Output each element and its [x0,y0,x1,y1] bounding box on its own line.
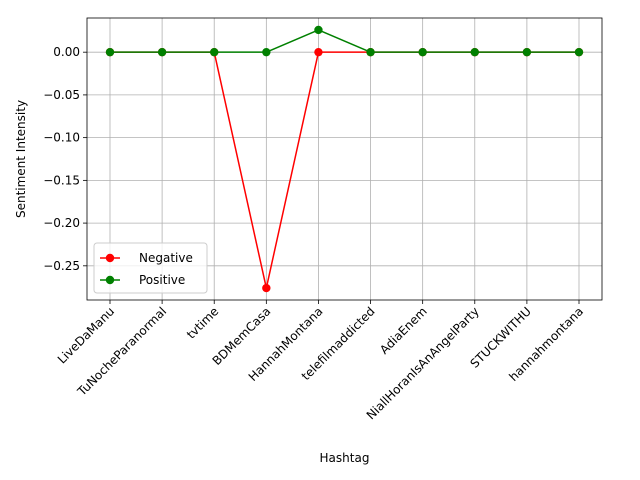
legend-box [93,242,208,294]
x-tick-label: AdiaEnem [377,304,430,357]
y-tick-label: −0.05 [43,88,80,102]
data-point-positive [314,25,323,35]
data-point-positive [157,47,167,57]
series-positive [105,25,584,57]
legend-marker-negative [105,253,115,263]
legend-items: Negative Positive [100,251,193,287]
y-axis-ticks: 0.00 −0.05 −0.10 −0.15 −0.20 −0.25 [43,45,87,273]
data-point-positive [418,47,427,57]
legend: Negative Positive [93,242,208,294]
y-tick-label: −0.10 [43,131,80,145]
y-tick-label: −0.25 [43,259,80,273]
data-point-positive [470,47,479,57]
series-lines [105,25,584,293]
data-point-negative [262,283,271,293]
data-point-positive [262,47,271,57]
y-tick-label: −0.20 [43,216,80,230]
legend-label-negative: Negative [139,251,193,265]
series-line-positive [110,29,579,53]
data-point-positive [522,47,532,57]
x-tick-label: NiallHoranIsAnAngelParty [364,304,482,422]
data-point-negative [314,47,323,57]
x-tick-label: tvtime [184,304,221,341]
data-point-positive [210,47,219,57]
data-point-positive [574,47,584,57]
y-tick-label: 0.00 [53,45,80,59]
data-point-positive [105,47,115,57]
data-point-positive [366,47,375,57]
x-tick-label: TuNocheParanormal [74,304,169,399]
x-axis-label: Hashtag [320,451,370,465]
legend-label-positive: Positive [139,273,185,287]
y-tick-label: −0.15 [43,173,80,187]
y-axis-label: Sentiment Intensity [14,100,28,218]
legend-marker-positive [105,275,115,285]
plot-area-frame [86,17,603,301]
